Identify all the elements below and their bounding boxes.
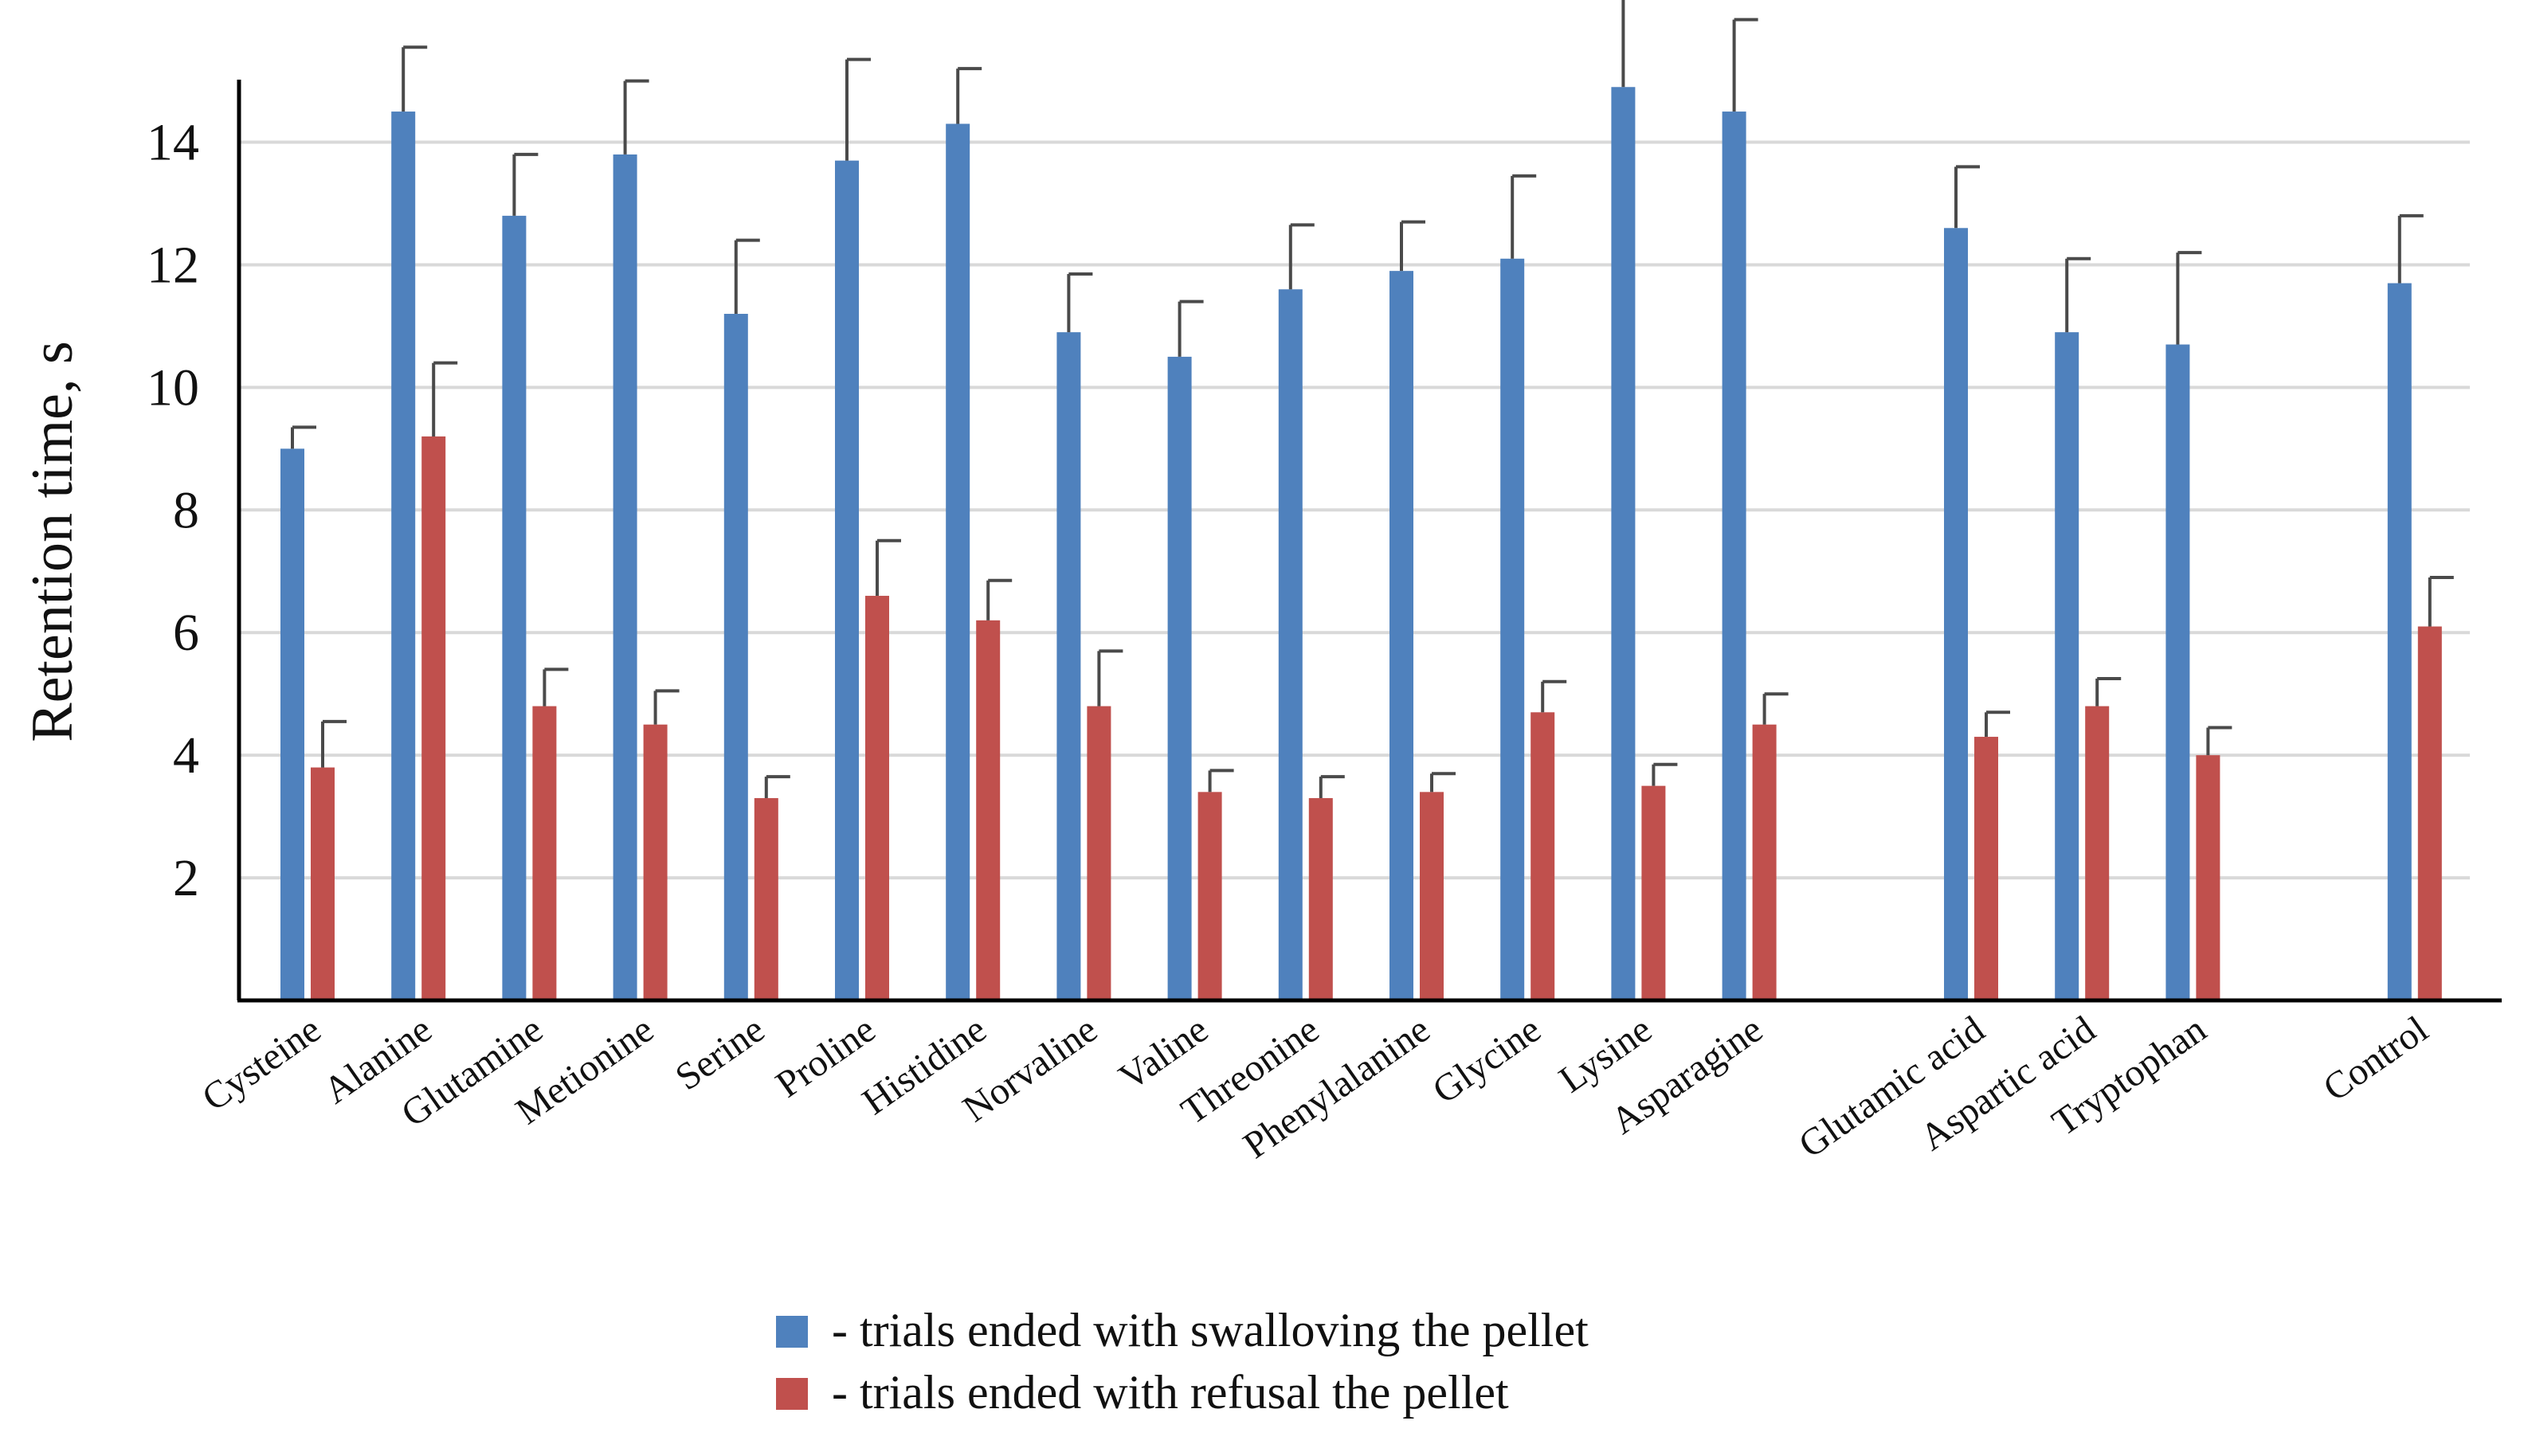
bar-refusal-asparagine	[1752, 724, 1777, 1000]
bar-swallowing-serine	[723, 314, 748, 1000]
y-axis-title: Retention time, s	[20, 341, 85, 742]
bar-swallowing-metionine	[613, 154, 637, 1000]
legend-swatch-swallowing	[776, 1316, 808, 1348]
gridlines	[239, 140, 2470, 880]
bar-swallowing-cysteine	[280, 448, 304, 1000]
x-category-label: Glutamic acid	[1791, 1008, 1992, 1167]
bars	[280, 87, 2442, 1001]
y-tick-label: 12	[147, 236, 199, 294]
bar-swallowing-valine	[1167, 356, 1192, 1000]
bar-swallowing-tryptophan	[2165, 344, 2190, 1000]
x-category-label: Phenylalanine	[1236, 1008, 1437, 1167]
bar-swallowing-histidine	[946, 123, 970, 1001]
legend-label-swallowing: - trials ended with swalloving the pelle…	[832, 1304, 1589, 1356]
y-tick-label: 6	[173, 604, 199, 662]
legend: - trials ended with swalloving the pelle…	[776, 1304, 1589, 1419]
bar-refusal-lysine	[1641, 785, 1666, 1000]
x-category-label: Cysteine	[194, 1008, 328, 1120]
bar-refusal-threonine	[1308, 798, 1333, 1000]
bar-swallowing-glycine	[1500, 258, 1525, 1000]
bar-refusal-proline	[865, 596, 889, 1000]
y-tick-label: 10	[147, 358, 199, 417]
bar-refusal-alanine	[421, 436, 446, 1000]
bar-refusal-serine	[754, 798, 778, 1000]
bar-refusal-aspartic-acid	[2085, 706, 2110, 1000]
y-tick-label: 2	[173, 849, 199, 907]
bar-refusal-metionine	[643, 724, 668, 1000]
y-tick-label: 4	[173, 726, 199, 785]
legend-label-refusal: - trials ended with refusal the pellet	[832, 1366, 1509, 1419]
bar-refusal-norvaline	[1087, 706, 1111, 1000]
bar-refusal-control	[2417, 626, 2442, 1000]
bar-refusal-glycine	[1531, 712, 1555, 1000]
bar-refusal-cysteine	[311, 767, 335, 1000]
y-tick-label: 8	[173, 481, 199, 539]
legend-swatch-refusal	[776, 1378, 808, 1410]
bar-swallowing-alanine	[391, 112, 416, 1000]
bar-swallowing-phenylalanine	[1389, 271, 1413, 1001]
bar-swallowing-control	[2387, 283, 2412, 1000]
bar-swallowing-glutamine	[502, 215, 527, 1000]
bar-swallowing-lysine	[1611, 87, 1636, 1000]
bar-refusal-glutamic-acid	[1974, 737, 1998, 1000]
bar-swallowing-norvaline	[1056, 332, 1081, 1001]
y-tick-labels: 2 4 6 8 10 12 14	[147, 114, 199, 908]
y-tick-label: 14	[147, 114, 199, 172]
x-category-label: Control	[2316, 1008, 2436, 1110]
bar-refusal-valine	[1197, 792, 1222, 1000]
bar-refusal-tryptophan	[2196, 755, 2220, 1000]
axes	[237, 80, 2502, 1003]
x-category-label: Glycine	[1425, 1008, 1549, 1113]
error-bars	[291, 0, 2454, 799]
x-category-label: Serine	[668, 1008, 772, 1099]
bar-swallowing-asparagine	[1722, 112, 1746, 1000]
bar-refusal-phenylalanine	[1420, 792, 1444, 1000]
bar-swallowing-threonine	[1278, 289, 1303, 1001]
bar-refusal-histidine	[976, 620, 1001, 1000]
bar-swallowing-proline	[835, 160, 859, 1001]
bar-swallowing-glutamic-acid	[1944, 228, 1968, 1001]
bar-refusal-glutamine	[532, 706, 557, 1000]
bar-swallowing-aspartic-acid	[2055, 332, 2079, 1001]
